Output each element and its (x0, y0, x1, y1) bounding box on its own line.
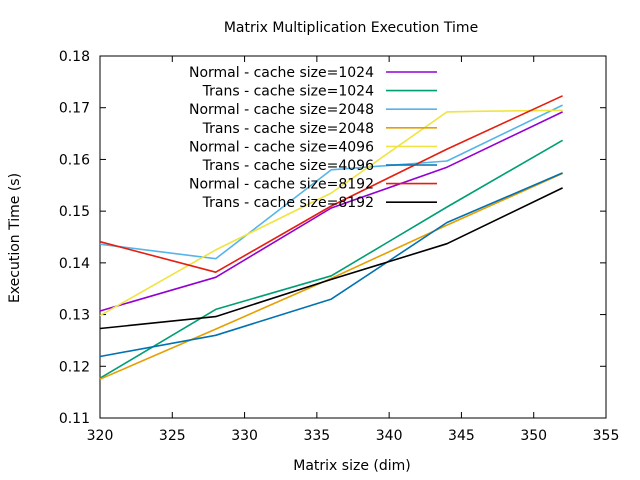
y-axis-label: Execution Time (s) (7, 173, 23, 303)
series-group (99, 95, 563, 380)
x-tick-label: 355 (593, 428, 620, 444)
legend-label: Trans - cache size=4096 (202, 158, 374, 174)
plot-frame (99, 55, 607, 419)
series-line-1 (99, 111, 563, 312)
legend-label: Normal - cache size=1024 (189, 65, 374, 81)
series-line-3 (99, 104, 563, 260)
plot-area (99, 55, 607, 419)
x-tick-label: 320 (87, 428, 114, 444)
y-tick-label: 0.15 (59, 204, 90, 220)
y-tick-label: 0.16 (59, 152, 90, 168)
legend-label: Normal - cache size=4096 (189, 139, 374, 155)
x-axis: 320 325 330 335 340 345 350 355 (87, 56, 620, 444)
y-tick-label: 0.12 (59, 359, 90, 375)
y-tick-label: 0.13 (59, 308, 90, 324)
legend-label: Normal - cache size=2048 (189, 102, 374, 118)
legend-label: Normal - cache size=8192 (189, 177, 374, 193)
legend: Normal - cache size=1024 Trans - cache si… (189, 65, 437, 211)
y-tick-label: 0.14 (59, 256, 90, 272)
y-tick-label: 0.11 (59, 411, 90, 427)
y-axis: 0.11 0.12 0.13 0.14 0.15 0.16 0.17 0.18 (59, 49, 606, 427)
x-tick-label: 335 (303, 428, 330, 444)
series-line-5 (99, 109, 563, 317)
legend-label: Trans - cache size=1024 (202, 84, 374, 100)
series-line-7 (99, 95, 563, 274)
y-tick-label: 0.17 (59, 101, 90, 117)
x-tick-label: 350 (520, 428, 547, 444)
x-tick-label: 340 (376, 428, 403, 444)
x-tick-label: 325 (159, 428, 186, 444)
legend-label: Trans - cache size=8192 (202, 195, 374, 211)
y-tick-label: 0.18 (59, 49, 90, 65)
x-tick-label: 345 (448, 428, 475, 444)
series-line-8 (99, 187, 563, 330)
series-line-4 (99, 172, 563, 380)
series-line-6 (99, 172, 563, 358)
x-axis-label: Matrix size (dim) (293, 458, 410, 474)
chart-title: Matrix Multiplication Execution Time (224, 20, 478, 36)
x-tick-label: 330 (231, 428, 258, 444)
legend-label: Trans - cache size=2048 (202, 121, 374, 137)
series-line-2 (99, 139, 563, 379)
